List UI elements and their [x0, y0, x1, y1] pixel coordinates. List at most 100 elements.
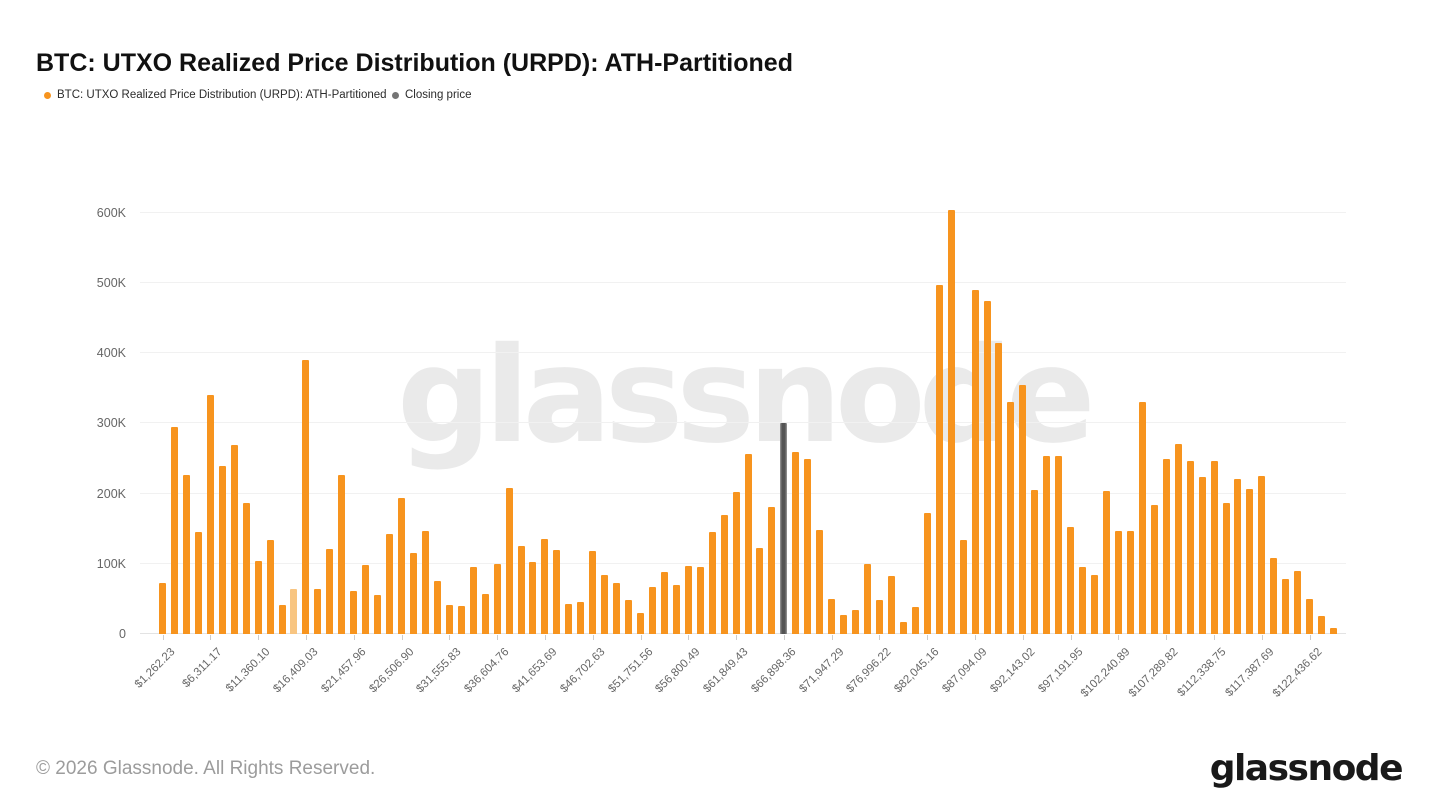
urpd-bar[interactable]: [625, 600, 632, 634]
urpd-bar[interactable]: [1138, 402, 1146, 634]
urpd-bar[interactable]: [541, 539, 549, 634]
urpd-bar[interactable]: [684, 565, 692, 634]
urpd-bar[interactable]: [230, 445, 238, 634]
urpd-bar[interactable]: [672, 584, 680, 634]
urpd-bar[interactable]: [756, 548, 764, 634]
urpd-bar[interactable]: [1126, 530, 1134, 634]
urpd-bar[interactable]: [1174, 444, 1182, 634]
urpd-bar[interactable]: [457, 605, 465, 634]
urpd-bar[interactable]: [708, 532, 716, 634]
urpd-bar[interactable]: [899, 622, 907, 634]
urpd-bar[interactable]: [1198, 477, 1206, 634]
urpd-bar[interactable]: [792, 452, 800, 634]
urpd-bar[interactable]: [529, 561, 537, 634]
urpd-bar[interactable]: [517, 545, 525, 634]
urpd-bar[interactable]: [947, 209, 955, 634]
urpd-bar[interactable]: [660, 571, 668, 634]
bar-chart-plot-area[interactable]: [140, 190, 1346, 634]
urpd-bar[interactable]: [1282, 578, 1290, 634]
urpd-bar[interactable]: [1210, 460, 1218, 634]
urpd-bar[interactable]: [350, 590, 358, 634]
urpd-bar[interactable]: [959, 539, 967, 634]
urpd-bar[interactable]: [398, 497, 405, 634]
urpd-bar[interactable]: [218, 466, 226, 634]
urpd-bar[interactable]: [601, 575, 609, 634]
urpd-bar[interactable]: [278, 604, 286, 634]
urpd-bar[interactable]: [1270, 558, 1278, 634]
urpd-bar[interactable]: [1150, 504, 1158, 634]
urpd-bar[interactable]: [1330, 627, 1337, 634]
urpd-bar[interactable]: [362, 565, 370, 634]
urpd-bar[interactable]: [995, 343, 1003, 634]
urpd-bar[interactable]: [983, 300, 991, 634]
urpd-bar[interactable]: [266, 539, 274, 634]
urpd-bar[interactable]: [804, 458, 812, 634]
urpd-bar[interactable]: [1019, 385, 1027, 634]
urpd-bar[interactable]: [1222, 503, 1230, 634]
urpd-bar[interactable]: [852, 610, 859, 634]
urpd-bar[interactable]: [302, 359, 310, 634]
urpd-bar[interactable]: [1162, 459, 1170, 634]
urpd-bar[interactable]: [613, 583, 621, 634]
urpd-bar[interactable]: [1114, 530, 1122, 634]
urpd-bar[interactable]: [887, 575, 895, 634]
urpd-bar[interactable]: [386, 534, 393, 634]
urpd-bar[interactable]: [469, 567, 477, 634]
urpd-bar[interactable]: [1294, 570, 1302, 634]
urpd-bar[interactable]: [923, 513, 931, 634]
urpd-bar[interactable]: [194, 532, 202, 634]
legend-item-urpd[interactable]: BTC: UTXO Realized Price Distribution (U…: [44, 89, 387, 101]
urpd-bar[interactable]: [1031, 490, 1039, 634]
urpd-bar[interactable]: [589, 551, 597, 634]
urpd-bar[interactable]: [696, 567, 704, 634]
closing-price-bar[interactable]: [780, 423, 788, 634]
urpd-bar[interactable]: [326, 549, 334, 634]
urpd-bar[interactable]: [159, 582, 166, 634]
urpd-bar[interactable]: [565, 603, 573, 634]
urpd-bar[interactable]: [637, 612, 644, 634]
urpd-bar[interactable]: [493, 563, 501, 634]
urpd-bar[interactable]: [314, 589, 322, 634]
urpd-bar[interactable]: [935, 285, 943, 634]
urpd-bar[interactable]: [828, 598, 836, 634]
urpd-bar[interactable]: [1234, 478, 1242, 634]
urpd-bar[interactable]: [553, 550, 561, 634]
urpd-bar[interactable]: [648, 587, 656, 634]
legend-item-closing-price[interactable]: Closing price: [392, 89, 471, 101]
urpd-bar[interactable]: [720, 514, 728, 634]
urpd-bar[interactable]: [445, 605, 453, 634]
urpd-bar[interactable]: [254, 561, 262, 634]
urpd-bar[interactable]: [338, 475, 346, 634]
urpd-bar[interactable]: [971, 289, 979, 634]
urpd-bar[interactable]: [374, 594, 382, 634]
urpd-bar[interactable]: [911, 606, 919, 634]
urpd-bar[interactable]: [170, 426, 178, 634]
urpd-bar[interactable]: [1055, 456, 1063, 634]
urpd-bar[interactable]: [1007, 402, 1015, 634]
urpd-bar[interactable]: [864, 563, 871, 634]
urpd-bar[interactable]: [505, 487, 513, 634]
urpd-bar[interactable]: [421, 530, 429, 634]
urpd-bar[interactable]: [1067, 526, 1075, 634]
urpd-bar[interactable]: [875, 599, 883, 634]
urpd-bar[interactable]: [206, 394, 214, 634]
urpd-bar[interactable]: [409, 552, 417, 634]
urpd-bar[interactable]: [744, 453, 752, 634]
urpd-bar[interactable]: [840, 615, 848, 634]
urpd-bar[interactable]: [768, 506, 776, 634]
urpd-bar[interactable]: [1091, 575, 1098, 634]
urpd-bar[interactable]: [1103, 490, 1110, 634]
urpd-bar[interactable]: [1306, 598, 1314, 634]
urpd-bar[interactable]: [732, 491, 740, 634]
urpd-bar[interactable]: [1079, 567, 1087, 634]
urpd-bar[interactable]: [481, 594, 489, 634]
urpd-bar[interactable]: [1246, 489, 1254, 634]
urpd-bar[interactable]: [816, 530, 824, 634]
urpd-bar[interactable]: [242, 503, 250, 634]
urpd-bar[interactable]: [290, 589, 298, 634]
urpd-bar[interactable]: [1258, 476, 1266, 634]
urpd-bar[interactable]: [1318, 615, 1326, 634]
urpd-bar[interactable]: [1186, 461, 1194, 634]
urpd-bar[interactable]: [1043, 455, 1051, 634]
urpd-bar[interactable]: [182, 474, 190, 634]
